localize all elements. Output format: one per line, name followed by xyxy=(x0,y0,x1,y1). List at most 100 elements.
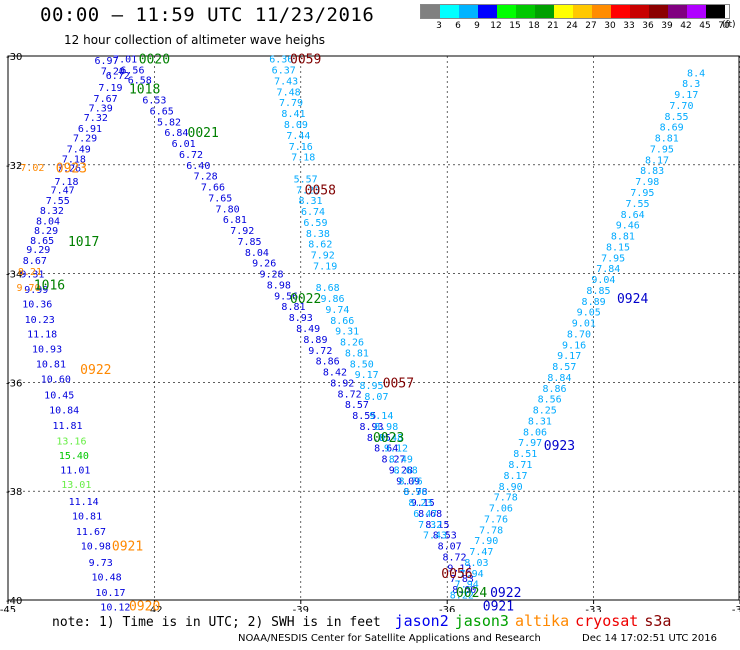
swh-value: 8.81 xyxy=(611,232,635,243)
swh-value: 8.65 xyxy=(30,236,54,247)
swh-value: 8.31 xyxy=(528,416,552,427)
swh-value: 8.3 xyxy=(682,79,700,90)
swh-value: 9.72 xyxy=(308,346,332,357)
x-tick-label: -33 xyxy=(585,605,601,612)
swh-value: 8.07 xyxy=(364,392,388,403)
pass-label: 0922 xyxy=(80,363,111,378)
swh-value: 7.76 xyxy=(484,514,508,525)
swh-value: 8.06 xyxy=(523,427,547,438)
footer-note: note: 1) Time is in UTC; 2) SWH is in fe… xyxy=(52,612,683,630)
swh-value: 7.94 xyxy=(455,580,479,591)
page-title: 00:00 – 11:59 UTC 11/23/2016 xyxy=(40,4,375,26)
satellite-name: jason3 xyxy=(454,612,509,630)
swh-value: 8.69 xyxy=(660,123,684,134)
pass-label: 1018 xyxy=(129,83,160,98)
swh-value: 8.60 xyxy=(452,585,476,596)
swh-value: 8.81 xyxy=(655,134,679,145)
swh-value: 8.03 xyxy=(464,558,488,569)
legend-swatch xyxy=(649,5,668,18)
swh-value: 8.85 xyxy=(367,433,391,444)
legend-swatch xyxy=(440,5,459,18)
swh-value: 6.36 xyxy=(269,55,293,66)
swh-value: 8.83 xyxy=(640,166,664,177)
swh-value: 8.04 xyxy=(36,216,60,227)
swh-value: 8.15 xyxy=(606,242,630,253)
swh-value: 8.85 xyxy=(586,286,610,297)
pass-label: 0020 xyxy=(139,53,170,68)
legend-tick-label: 15 xyxy=(509,21,521,31)
pass-label: 0057 xyxy=(383,376,414,391)
swh-value: 9.15 xyxy=(411,498,435,509)
swh-value: 6.37 xyxy=(272,66,296,77)
satellite-name: jason2 xyxy=(394,612,449,630)
swh-value: 7.23 xyxy=(296,185,320,196)
swh-value: 9.28 xyxy=(389,465,413,476)
generated-timestamp: Dec 14 17:02:51 UTC 2016 xyxy=(582,633,717,644)
swh-value: 13.16 xyxy=(56,437,86,448)
legend-tick-label: 27 xyxy=(585,21,597,31)
swh-value: 7.47 xyxy=(469,547,493,558)
swh-value: 9.16 xyxy=(562,340,586,351)
swh-value: 9.99 xyxy=(24,285,48,296)
swh-value: 11.81 xyxy=(52,421,82,432)
swh-value: 8.04 xyxy=(245,248,269,259)
chart-subtitle: 12 hour collection of altimeter wave hei… xyxy=(64,33,326,47)
swh-value: 15.40 xyxy=(59,451,89,462)
swh-value: 6.84 xyxy=(164,128,188,139)
swh-value: 7.16 xyxy=(289,142,313,153)
x-tick-label: -42 xyxy=(146,605,162,612)
swh-value: 9.14 xyxy=(369,411,393,422)
swh-value: 7.28 xyxy=(194,172,218,183)
swh-value: 8.96 xyxy=(403,487,427,498)
legend-tick-label: 45 xyxy=(699,21,711,31)
pass-label: 0059 xyxy=(290,53,321,68)
swh-value: 6.91 xyxy=(78,124,102,135)
swh-value: 7.95 xyxy=(650,144,674,155)
swh-value: 7.70 xyxy=(669,101,693,112)
swh-value: 9.17 xyxy=(557,351,581,362)
y-tick-label: -34 xyxy=(6,270,22,281)
swh-value: 8.93 xyxy=(289,313,313,324)
pass-label: 0922 xyxy=(490,586,521,601)
swh-value: 6.72 xyxy=(106,71,130,82)
legend-tick-label: 21 xyxy=(547,21,559,31)
swh-value: 7.95 xyxy=(630,188,654,199)
legend-swatch xyxy=(668,5,687,18)
swh-value: 7.43 xyxy=(274,76,298,87)
legend-tick-label: 39 xyxy=(661,21,673,31)
y-tick-label: -38 xyxy=(6,487,22,498)
swh-value: 8.55 xyxy=(352,411,376,422)
legend-ticks: 3 6 9 12 15 18 21 24 27 30 33 36 39 42 45 70 xyxy=(420,19,730,33)
pass-label: 0923 xyxy=(544,439,575,454)
swh-value: 7.85 xyxy=(238,237,262,248)
swh-value: 11.67 xyxy=(76,527,106,538)
swh-value: 8.26 xyxy=(340,338,364,349)
swh-value: 8.49 xyxy=(389,455,413,466)
swh-value: 6.01 xyxy=(172,139,196,150)
swh-value: 7.02 xyxy=(20,163,44,174)
swh-value: 7.49 xyxy=(67,144,91,155)
swh-value: 7.92 xyxy=(230,226,254,237)
swh-value: 6.59 xyxy=(303,218,327,229)
swh-value: 7.98 xyxy=(635,177,659,188)
satellite-legend: jason2 jason3 altika cryosat s3a xyxy=(394,612,678,630)
pass-label: 0024 xyxy=(456,586,487,601)
legend-tick-label: 6 xyxy=(455,21,461,31)
swh-value: 10.36 xyxy=(22,300,52,311)
swh-value: 6.56 xyxy=(120,66,144,77)
swh-value: 9.73 xyxy=(89,558,113,569)
swh-value: 9.56 xyxy=(274,291,298,302)
swh-value: 8.62 xyxy=(308,240,332,251)
swh-value: 7.97 xyxy=(518,438,542,449)
swh-value: 8.4 xyxy=(687,68,705,79)
swh-value: 6.74 xyxy=(301,207,325,218)
swh-value: 8.72 xyxy=(338,389,362,400)
swh-value: 6.40 xyxy=(186,161,210,172)
swh-value: 5.57 xyxy=(294,174,318,185)
swh-value: 8.31 xyxy=(299,196,323,207)
swh-value: 6.47 xyxy=(413,509,437,520)
swh-value: 8.68 xyxy=(394,465,418,476)
swh-value: 8.49 xyxy=(296,324,320,335)
swh-value: 9.74 xyxy=(325,305,349,316)
swh-value: 8.86 xyxy=(316,357,340,368)
